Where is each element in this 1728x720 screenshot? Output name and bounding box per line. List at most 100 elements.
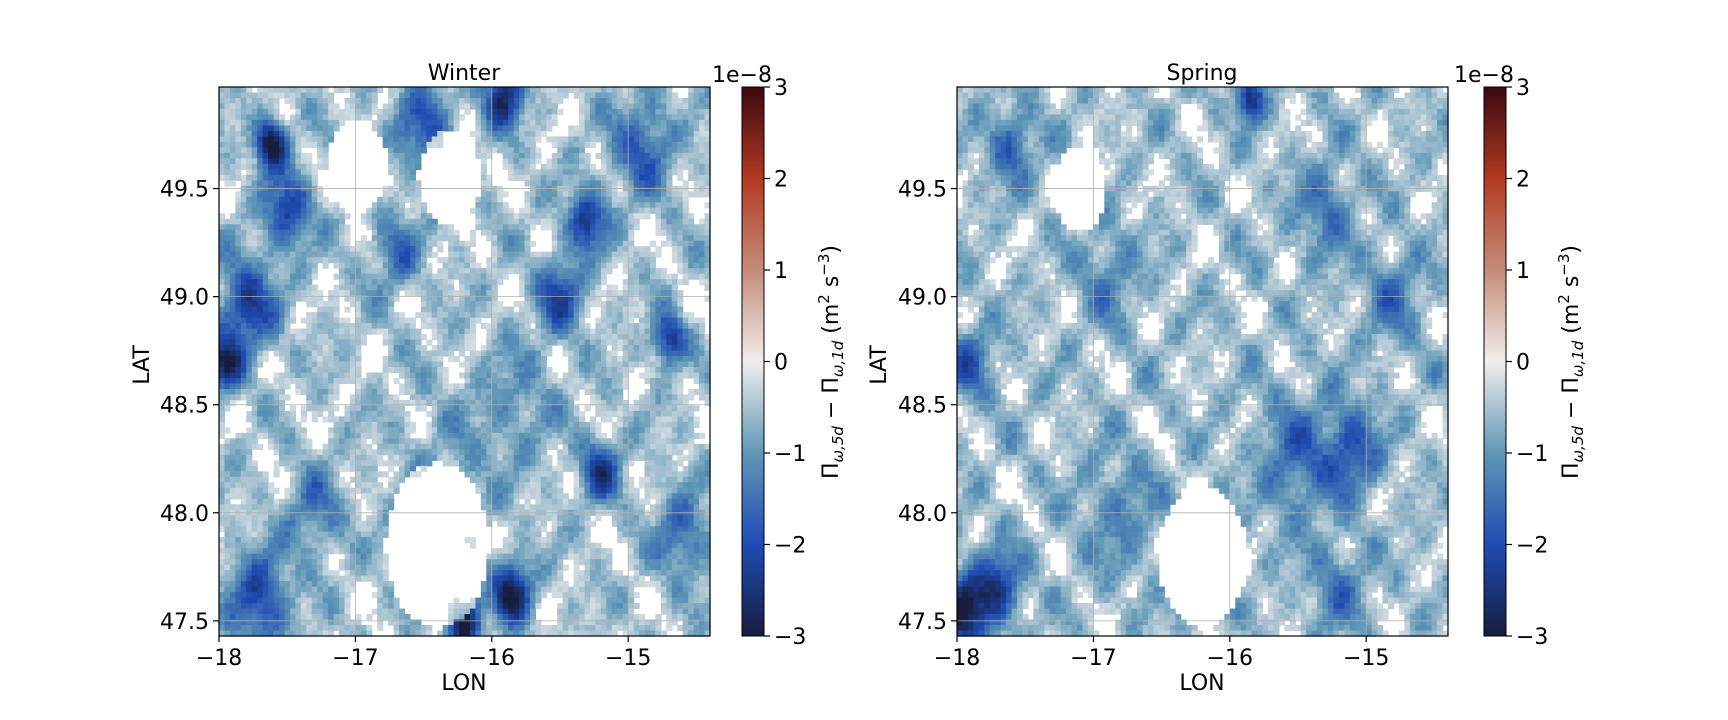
heatmap-cell (568, 191, 575, 198)
heatmap-cell (519, 163, 526, 170)
heatmap-cell (568, 257, 575, 264)
heatmap-cell (529, 290, 537, 297)
heatmap-cell (595, 152, 602, 159)
heatmap-cell (382, 416, 389, 423)
heatmap-cell (317, 125, 324, 132)
heatmap-cell (251, 191, 258, 198)
heatmap-cell (349, 108, 356, 116)
heatmap-cell (289, 273, 296, 280)
heatmap-cell (268, 240, 275, 247)
heatmap-cell (622, 328, 629, 335)
heatmap-cell (464, 103, 471, 110)
heatmap-cell (655, 290, 662, 297)
heatmap-cell (284, 421, 291, 428)
heatmap-cell (508, 345, 515, 352)
heatmap-cell (289, 147, 296, 154)
heatmap-cell (677, 114, 684, 121)
heatmap-cell (644, 180, 651, 187)
heatmap-cell (317, 383, 324, 390)
heatmap-cell (393, 125, 400, 132)
heatmap-cell (579, 350, 586, 357)
heatmap-cell (524, 158, 531, 165)
heatmap-cell (600, 416, 607, 423)
heatmap-cell (688, 334, 695, 341)
heatmap-cell (355, 345, 362, 352)
heatmap-cell (349, 92, 356, 99)
heatmap-cell (404, 130, 411, 138)
heatmap-cell (284, 213, 291, 220)
heatmap-cell (573, 163, 580, 170)
heatmap-cell (639, 202, 646, 209)
heatmap-cell (611, 334, 618, 341)
heatmap-cell (682, 240, 689, 247)
heatmap-cell (622, 108, 629, 116)
heatmap-cell (469, 92, 477, 99)
heatmap-cell (535, 356, 542, 363)
heatmap-cell (409, 229, 416, 236)
heatmap-cell (682, 323, 689, 330)
heatmap-cell (535, 152, 542, 159)
heatmap-cell (279, 235, 286, 242)
heatmap-cell (437, 383, 444, 390)
heatmap-cell (677, 405, 684, 412)
heatmap-cell (289, 350, 296, 357)
heatmap-cell (349, 290, 356, 297)
heatmap-cell (404, 97, 411, 105)
heatmap-cell (453, 257, 460, 264)
heatmap-cell (693, 350, 700, 357)
heatmap-cell (633, 213, 640, 220)
heatmap-cell (655, 224, 662, 231)
heatmap-cell (529, 399, 537, 407)
heatmap-cell (399, 257, 406, 264)
heatmap-cell (519, 130, 526, 138)
heatmap-cell (431, 421, 438, 428)
heatmap-cell (295, 196, 302, 203)
heatmap-cell (289, 290, 296, 297)
heatmap-cell (388, 191, 395, 198)
heatmap-cell (508, 312, 515, 319)
heatmap-cell (551, 443, 558, 450)
heatmap-cell (671, 141, 678, 148)
heatmap-cell (355, 257, 362, 264)
heatmap-cell (388, 141, 395, 148)
heatmap-cell (246, 97, 253, 105)
heatmap-cell (622, 163, 629, 170)
heatmap-cell (704, 345, 711, 352)
heatmap-cell (622, 92, 629, 99)
heatmap-cell (246, 136, 253, 143)
heatmap-cell (529, 383, 537, 390)
heatmap-cell (573, 345, 580, 352)
heatmap-cell (464, 356, 471, 363)
heatmap-cell (519, 169, 526, 176)
heatmap-cell (671, 356, 678, 363)
heatmap-cell (262, 251, 269, 258)
heatmap-cell (317, 449, 324, 456)
heatmap-cell (589, 119, 597, 127)
heatmap-cell (589, 284, 597, 291)
heatmap-cell (289, 246, 296, 253)
heatmap-cell (671, 323, 678, 330)
heatmap-cell (426, 399, 433, 407)
heatmap-cell (295, 377, 302, 385)
heatmap-cell (540, 323, 547, 330)
heatmap-cell (224, 427, 231, 434)
heatmap-cell (289, 191, 296, 198)
heatmap-cell (464, 416, 471, 423)
heatmap-cell (562, 301, 569, 308)
heatmap-cell (666, 317, 673, 324)
heatmap-cell (579, 345, 586, 352)
heatmap-cell (366, 246, 373, 253)
heatmap-cell (388, 119, 395, 127)
heatmap-cell (600, 317, 607, 324)
heatmap-cell (464, 317, 471, 324)
heatmap-cell (486, 449, 493, 456)
heatmap-cell (551, 87, 558, 94)
heatmap-cell (344, 366, 351, 374)
heatmap-cell (442, 323, 449, 330)
heatmap-cell (360, 377, 367, 385)
heatmap-cell (513, 328, 520, 335)
heatmap-cell (660, 339, 667, 346)
heatmap-cell (660, 328, 667, 335)
heatmap-cell (639, 130, 646, 138)
heatmap-cell (240, 158, 247, 165)
